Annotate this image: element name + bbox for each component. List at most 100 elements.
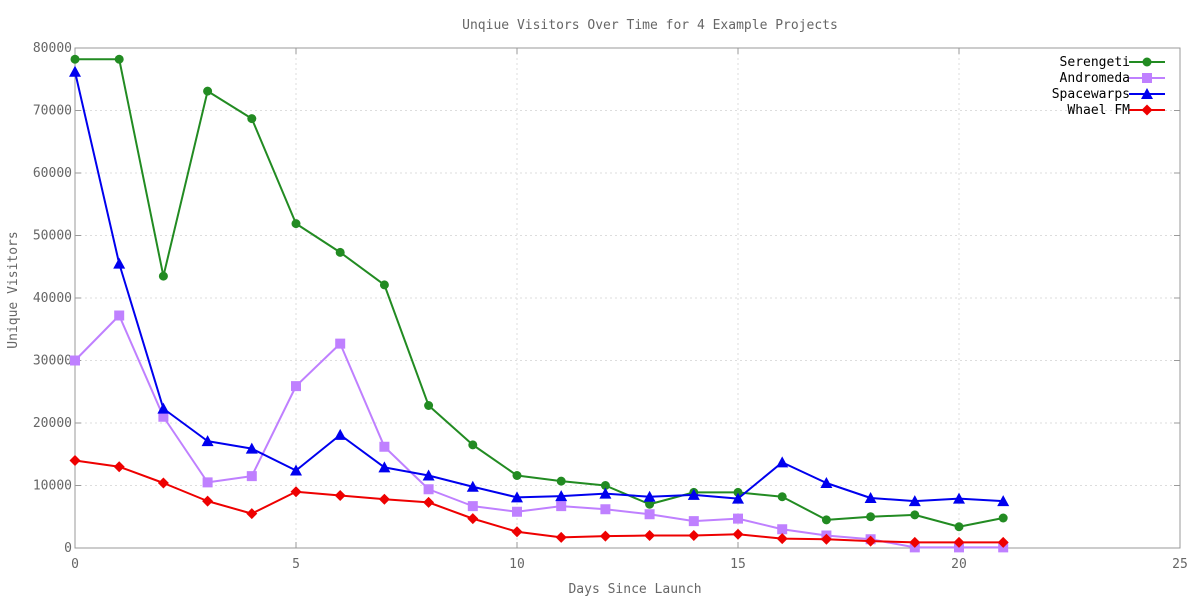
data-point-andromeda <box>379 441 390 452</box>
data-point-spacewarps <box>511 491 523 503</box>
data-point-andromeda <box>158 411 169 422</box>
series-group <box>69 54 1010 553</box>
series-spacewarps <box>69 65 1010 507</box>
data-point-serengeti <box>600 481 610 490</box>
data-point-andromeda <box>600 504 611 515</box>
data-point-serengeti <box>247 114 257 124</box>
data-point-serengeti <box>777 492 787 502</box>
data-point-serengeti <box>910 510 920 520</box>
data-point-spacewarps <box>422 469 435 481</box>
data-point-whael-fm <box>157 477 169 489</box>
data-point-spacewarps <box>466 480 479 492</box>
data-point-spacewarps <box>378 461 391 473</box>
data-point-spacewarps <box>599 487 612 499</box>
series-line-spacewarps <box>74 71 1004 503</box>
data-point-serengeti <box>335 247 345 257</box>
data-point-spacewarps <box>290 464 302 476</box>
x-tick-label: 20 <box>951 557 967 572</box>
data-point-spacewarps <box>953 492 965 504</box>
legend-marker <box>1141 88 1153 99</box>
data-point-andromeda <box>512 506 522 517</box>
series-serengeti <box>70 54 1008 532</box>
data-point-andromeda <box>467 501 478 512</box>
data-point-spacewarps <box>113 257 126 269</box>
data-point-serengeti <box>998 513 1008 523</box>
data-point-serengeti <box>733 487 743 497</box>
legend-entry-serengeti: Serengeti <box>1060 55 1165 70</box>
data-point-whael-fm <box>423 496 435 508</box>
data-point-spacewarps <box>820 477 833 488</box>
data-point-serengeti <box>70 54 80 64</box>
data-point-andromeda <box>246 471 257 482</box>
legend-label: Andromeda <box>1060 71 1130 86</box>
chart-title: Unqiue Visitors Over Time for 4 Example … <box>462 18 838 33</box>
grid <box>75 48 1180 548</box>
y-axis-label: Unique Visitors <box>6 231 21 348</box>
data-point-andromeda <box>70 355 80 366</box>
data-point-whael-fm <box>246 508 258 520</box>
legend-label: Serengeti <box>1060 55 1130 70</box>
y-tick-label: 10000 <box>33 479 72 494</box>
data-point-serengeti <box>468 440 478 450</box>
data-point-whael-fm <box>909 536 921 548</box>
data-point-spacewarps <box>997 495 1010 507</box>
data-point-whael-fm <box>688 530 700 541</box>
data-point-serengeti <box>954 522 964 532</box>
data-point-andromeda <box>114 310 125 321</box>
data-point-spacewarps <box>157 402 170 414</box>
legend-entry-spacewarps: Spacewarps <box>1052 87 1165 102</box>
axis-ticks: 0 10000 20000 30000 40000 50000 60000 70000 8000… <box>33 41 1188 572</box>
x-tick-label: 10 <box>509 557 525 572</box>
data-point-whael-fm <box>511 526 523 538</box>
y-tick-label: 20000 <box>33 416 72 431</box>
data-point-andromeda <box>423 484 434 495</box>
data-point-spacewarps <box>687 488 700 500</box>
data-point-whael-fm <box>820 533 832 545</box>
data-point-whael-fm <box>953 536 965 548</box>
legend-marker <box>1142 73 1152 83</box>
data-point-andromeda <box>688 516 699 527</box>
data-point-serengeti <box>291 219 301 229</box>
y-tick-label: 40000 <box>33 291 72 306</box>
data-point-spacewarps <box>201 435 214 447</box>
data-point-whael-fm <box>732 528 744 540</box>
data-point-whael-fm <box>997 536 1009 548</box>
legend-marker <box>1142 57 1152 67</box>
data-point-whael-fm <box>334 490 346 501</box>
legend-label: Spacewarps <box>1052 87 1130 102</box>
data-point-andromeda <box>777 524 788 535</box>
data-point-whael-fm <box>378 493 390 505</box>
data-point-serengeti <box>114 54 124 64</box>
data-point-serengeti <box>379 280 389 290</box>
data-point-whael-fm <box>69 455 81 466</box>
data-point-spacewarps <box>69 65 81 77</box>
y-tick-label: 30000 <box>33 354 72 369</box>
data-point-whael-fm <box>113 461 125 473</box>
series-whael-fm <box>69 455 1009 548</box>
data-point-whael-fm <box>599 530 611 542</box>
legend-entry-andromeda: Andromeda <box>1060 71 1165 86</box>
data-point-spacewarps <box>555 490 568 502</box>
y-tick-label: 80000 <box>33 41 72 56</box>
x-tick-label: 5 <box>292 557 300 572</box>
x-axis-label: Days Since Launch <box>568 582 701 597</box>
data-point-spacewarps <box>864 492 877 503</box>
data-point-serengeti <box>512 471 522 480</box>
data-point-whael-fm <box>290 486 302 498</box>
data-point-andromeda <box>335 338 346 349</box>
legend-label: Whael FM <box>1067 103 1130 118</box>
y-tick-label: 50000 <box>33 229 72 244</box>
data-point-spacewarps <box>732 492 744 504</box>
series-line-serengeti <box>75 58 1004 528</box>
data-point-serengeti <box>866 512 876 522</box>
legend-marker <box>1141 104 1153 116</box>
data-point-whael-fm <box>776 533 788 545</box>
data-point-andromeda <box>644 509 655 520</box>
data-point-whael-fm <box>202 495 214 507</box>
series-line-andromeda <box>74 314 1004 549</box>
data-point-whael-fm <box>644 530 656 541</box>
data-point-spacewarps <box>245 442 258 454</box>
data-point-andromeda <box>291 381 301 392</box>
data-point-spacewarps <box>776 456 789 468</box>
data-point-serengeti <box>424 401 434 410</box>
